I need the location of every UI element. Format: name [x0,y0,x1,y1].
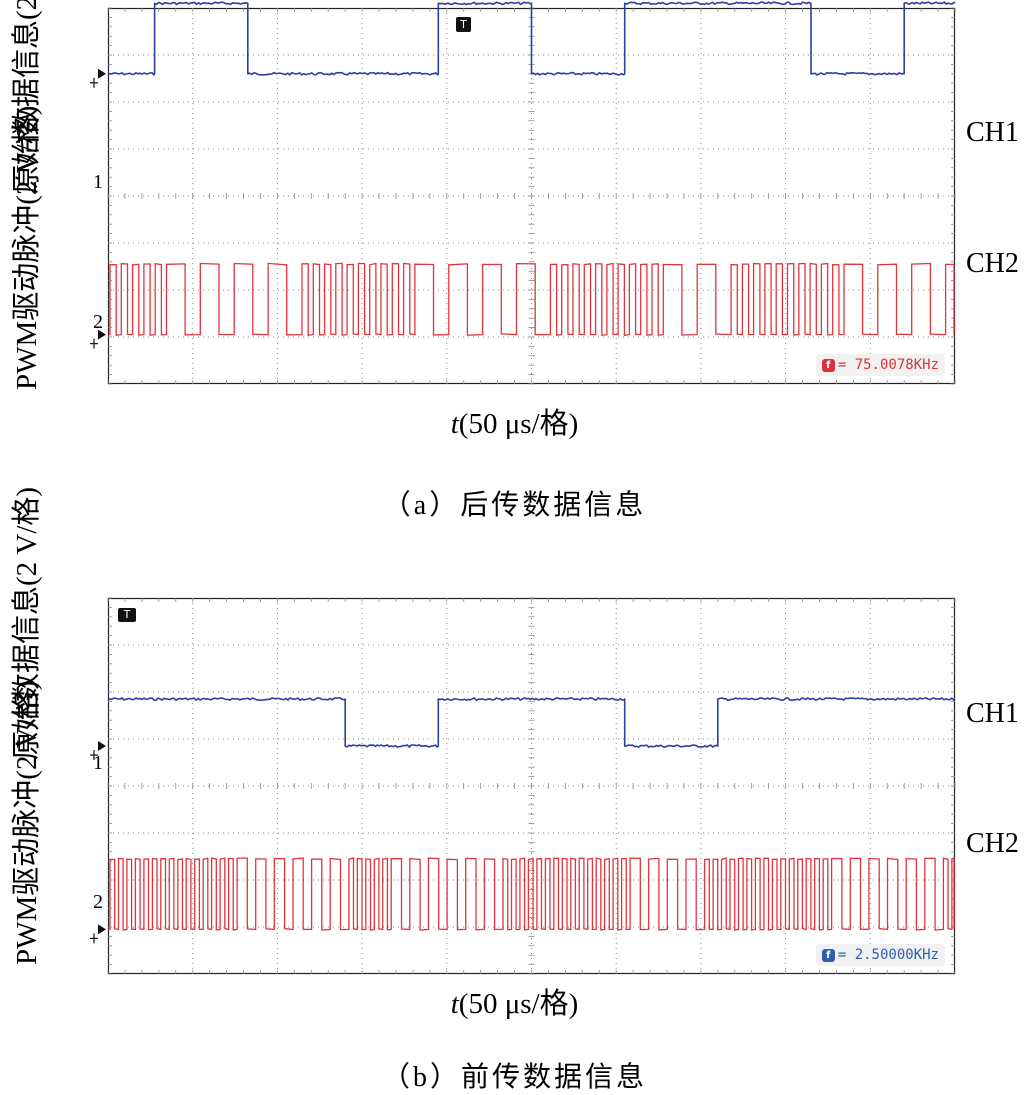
ylabel-ch2: PWM驱动脉冲(2 V/格) [11,105,43,390]
ground-arrow-icon [98,68,106,79]
channel-tag-ch2: CH2 [966,828,1019,859]
channel-tag-ch1: CH1 [966,698,1019,729]
ch2-trace [108,262,955,337]
oscilloscope-screen: T f = 2.50000KHz [90,597,956,975]
grid [107,7,956,385]
ground-arrow-icon [98,329,106,340]
grid [107,597,956,975]
ground-marker-2: 2 [93,311,103,333]
ylabel-ch2: PWM驱动脉冲(2 V/格) [11,680,43,965]
frequency-icon: f [821,358,835,372]
ch1-trace [108,1,956,76]
scope-svg [90,1,956,385]
caption-b: （b）前传数据信息 [381,1062,647,1093]
trigger-marker: T [456,12,471,33]
x-axis-label: t(50 μs/格) [450,988,579,1020]
ch2-trace [108,857,955,931]
ground-marker-1: 1 [93,752,103,774]
ch1-trace [107,697,956,748]
scope-svg [90,597,956,975]
frequency-value: = 75.0078KHz [837,357,939,373]
frequency-icon: f [821,948,835,962]
channel-tag-ch1: CH1 [966,117,1019,148]
ground-arrows [90,68,106,349]
channel-tag-ch2: CH2 [966,248,1019,279]
x-axis-label: t(50 μs/格) [450,408,579,440]
ground-marker-1: 1 [93,171,103,193]
caption-a: （a）后传数据信息 [382,490,647,521]
ground-arrow-icon [98,741,106,752]
ground-arrows [90,741,106,944]
frequency-value: = 2.50000KHz [837,947,939,963]
oscilloscope-screen: T f = 75.0078KHz [90,1,956,385]
frequency-readout: f = 75.0078KHz [815,354,945,376]
figure-panel-b: 原始数据信息(2 V/格) PWM驱动脉冲(2 V/格) T f = 2.500… [0,487,1029,1093]
ground-arrow-icon [98,924,106,935]
ground-marker-2: 2 [93,891,103,913]
trigger-marker: T [118,602,136,623]
frequency-readout: f = 2.50000KHz [815,944,945,966]
figure-panel-a: 原始数据信息(2 V/格) PWM驱动脉冲(2 V/格) T f = 75.00… [0,0,1029,545]
